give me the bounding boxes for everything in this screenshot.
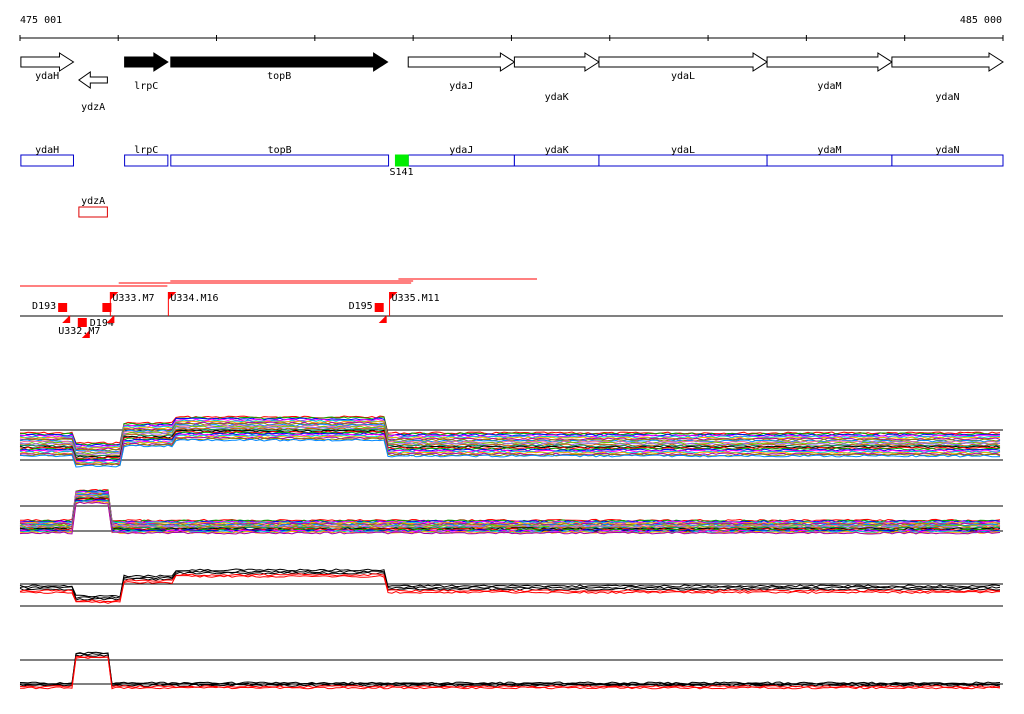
profile-trace bbox=[20, 488, 1001, 522]
gene-label-ydaN: ydaN bbox=[935, 92, 959, 103]
site-marker-label: S141 bbox=[389, 167, 413, 178]
coordinate-ruler: 475 001 485 000 bbox=[19, 15, 1004, 41]
annotation-label-ydaJ: ydaJ bbox=[449, 145, 473, 156]
promoter-mark-D194 bbox=[77, 318, 87, 327]
promoter-arrow-U332.M7 bbox=[106, 315, 115, 323]
promoter-label-U335.M11: U335.M11 bbox=[392, 293, 440, 304]
annotation-label-ydaL: ydaL bbox=[671, 145, 695, 156]
promoter-arrow-D193 bbox=[62, 315, 71, 323]
gene-label-ydaK: ydaK bbox=[545, 92, 569, 103]
promoter-mark-U332.M7 bbox=[102, 303, 112, 312]
profile-trace bbox=[19, 491, 1001, 525]
profile-trace bbox=[19, 574, 1001, 604]
gene-label-ydaH: ydaH bbox=[35, 71, 59, 82]
ruler-end-label: 485 000 bbox=[960, 15, 1002, 26]
profile-trace bbox=[19, 491, 1001, 525]
promoter-arrow-U335.M11 bbox=[389, 292, 398, 300]
annotation-box-ydaN bbox=[891, 154, 1004, 167]
promoter-arrow-U333.M7 bbox=[110, 292, 119, 300]
promoter-label-U333.M7: U333.M7 bbox=[112, 293, 154, 304]
annotation-label-ydaM: ydaM bbox=[817, 145, 841, 156]
profile-trace bbox=[19, 422, 1001, 452]
promoter-label-D195: D195 bbox=[349, 301, 373, 312]
annotation-box-ydaH bbox=[20, 154, 74, 167]
profile-trace bbox=[19, 438, 1001, 468]
gene-arrow-ydaM bbox=[766, 52, 893, 72]
annotation-box-ydaL bbox=[598, 154, 768, 167]
promoter-label-D194: D194 bbox=[90, 318, 114, 329]
annotation-box-ydaK bbox=[513, 154, 600, 167]
gene-arrow-ydaL bbox=[598, 52, 768, 72]
profile-trace bbox=[19, 431, 1001, 461]
annotation-label-ydaN: ydaN bbox=[935, 145, 959, 156]
promoter-label-U332.M7: U332.M7 bbox=[58, 326, 100, 337]
annotation-box-ydaJ bbox=[407, 154, 515, 167]
gene-label-topB: topB bbox=[267, 71, 291, 82]
profile-trace bbox=[19, 434, 1001, 464]
profile-trace bbox=[19, 498, 1001, 532]
profile-trace bbox=[19, 417, 1001, 447]
gene-label-ydaJ: ydaJ bbox=[449, 81, 473, 92]
gene-label-ydzA: ydzA bbox=[81, 102, 105, 113]
gene-label-ydaL: ydaL bbox=[671, 71, 695, 82]
annotation-label-lrpC: lrpC bbox=[134, 145, 158, 156]
profile-trace bbox=[19, 570, 1001, 600]
profile-trace bbox=[19, 433, 1001, 463]
promoter-label-U334.M16: U334.M16 bbox=[170, 293, 218, 304]
profile-trace bbox=[19, 437, 1001, 467]
annotation-track: ydaH lrpC topB ydaJ ydaK ydaL ydaM ydaN S141 ydzA bbox=[20, 145, 1004, 218]
profile-trace bbox=[19, 573, 1001, 603]
profile-trace bbox=[19, 654, 1001, 687]
ruler-start-label: 475 001 bbox=[20, 15, 62, 26]
promoter-arrow-D195 bbox=[378, 315, 387, 323]
red-box-label: ydzA bbox=[81, 196, 105, 207]
profile-trace bbox=[19, 426, 1001, 456]
promoter-arrow-D194 bbox=[81, 330, 90, 338]
gene-arrow-lrpC bbox=[124, 52, 169, 72]
expression-profiles bbox=[19, 415, 1003, 690]
profile-trace bbox=[19, 655, 1001, 689]
annotation-box-topB bbox=[170, 154, 390, 167]
promoter-mark-D193 bbox=[58, 303, 68, 312]
profile-trace bbox=[19, 652, 1001, 686]
gene-track: ydaH ydzA lrpC topB ydaJ ydaK ydaL ydaM ydaN bbox=[20, 52, 1004, 113]
profile-trace bbox=[19, 424, 1001, 454]
red-box-ydzA bbox=[78, 206, 108, 218]
gene-arrow-topB bbox=[170, 52, 389, 72]
site-marker-box bbox=[394, 154, 409, 167]
promoter-arrow-U334.M16 bbox=[168, 292, 177, 300]
gene-arrow-ydaN bbox=[891, 52, 1004, 72]
annotation-label-topB: topB bbox=[268, 145, 292, 156]
profile-trace bbox=[19, 490, 1001, 524]
annotation-label-ydaH: ydaH bbox=[35, 145, 59, 156]
gene-label-lrpC: lrpC bbox=[134, 81, 158, 92]
gene-arrow-ydaK bbox=[513, 52, 600, 72]
promoter-label-D193: D193 bbox=[32, 301, 56, 312]
gene-arrow-ydaJ bbox=[407, 52, 516, 72]
gene-arrow-ydaH bbox=[20, 52, 75, 72]
annotation-box-ydaM bbox=[766, 154, 893, 167]
profile-trace bbox=[19, 435, 1001, 465]
gene-arrow-ydzA bbox=[78, 71, 108, 89]
annotation-box-lrpC bbox=[124, 154, 169, 167]
profile-trace bbox=[19, 420, 1001, 450]
profile-trace bbox=[19, 490, 1001, 524]
annotation-label-ydaK: ydaK bbox=[545, 145, 569, 156]
gene-label-ydaM: ydaM bbox=[817, 81, 841, 92]
profile-trace bbox=[19, 501, 1001, 535]
profile-trace bbox=[19, 651, 1001, 685]
promoter-mark-D195 bbox=[374, 303, 384, 312]
profile-trace bbox=[19, 656, 1001, 690]
